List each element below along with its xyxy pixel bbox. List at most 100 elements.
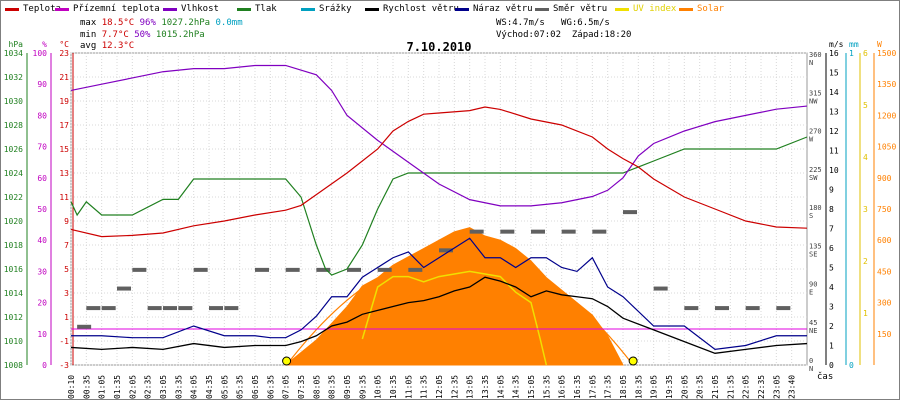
stats-avg-label: avg (80, 41, 97, 51)
wind-direction-mark (408, 267, 423, 272)
axis-hpa-tick: 1024 (4, 169, 23, 178)
legend-swatch (455, 7, 469, 11)
x-axis-label: čas (817, 371, 833, 382)
axis-pct-tick: 70 (37, 143, 47, 152)
legend-swatch (5, 7, 19, 11)
axis-degc-tick: 3 (64, 289, 69, 298)
stats-max-label: max (80, 18, 97, 28)
axis-pct-tick: 50 (37, 205, 47, 214)
series-temperature-line (70, 106, 808, 238)
x-tick-label: 23:05 (772, 375, 781, 399)
sunrise-marker (282, 356, 292, 366)
legend-swatch (301, 7, 315, 11)
axis-ms-tick: 5 (829, 264, 834, 273)
axis-ms-tick: 4 (829, 283, 834, 292)
chart-title: 7.10.2010 (406, 40, 471, 54)
legend-swatch (679, 7, 693, 11)
legend-label: Teplota (23, 4, 61, 14)
axis-ms-tick: 10 (829, 166, 839, 175)
axis-ms-tick: 0 (829, 361, 834, 370)
wind-direction-mark (377, 267, 392, 272)
dir-degree-label: 45 (809, 319, 817, 327)
x-tick-label: 23:40 (788, 375, 797, 399)
legend-label: Směr větru (553, 4, 608, 14)
x-tick-label: 00:10 (67, 375, 76, 399)
series-wind-gust-line (71, 237, 807, 351)
x-tick-label: 15:35 (542, 375, 551, 399)
x-tick-label: 19:05 (650, 375, 659, 399)
dir-degree-label: 360 (809, 51, 822, 59)
x-tick-label: 04:05 (190, 375, 199, 399)
axis-hpa-tick: 1016 (4, 265, 23, 274)
axis-hpa-tick: 1012 (4, 313, 23, 322)
axis-hpa-tick: 1022 (4, 193, 23, 202)
dir-compass-label: N (809, 365, 813, 373)
legend-item-8: UV index (615, 4, 676, 14)
stats-sun-row: Východ:07:02 Západ:18:20 (496, 30, 631, 40)
x-tick-label: 11:35 (420, 375, 429, 399)
legend-item-9: Solar (679, 4, 724, 14)
dir-degree-label: 315 (809, 89, 822, 97)
x-tick-label: 01:05 (98, 375, 107, 399)
stats-sunrise: Východ:07:02 (496, 30, 562, 40)
wind-direction-mark (132, 267, 147, 272)
wind-direction-mark (285, 267, 300, 272)
x-tick-label: 20:35 (696, 375, 705, 399)
axis-w-tick: 1350 (877, 80, 896, 89)
axis-degc-tick: 23 (59, 49, 69, 58)
x-tick-label: 15:05 (527, 375, 536, 399)
x-tick-label: 12:05 (435, 375, 444, 399)
axis-degc-tick: 11 (59, 193, 69, 202)
axis-mm-label: mm (849, 40, 859, 49)
legend-label: Vlhkost (181, 4, 219, 14)
series-uv-line (361, 270, 548, 366)
stats-min-label: min (80, 30, 97, 40)
axis-degc-tick: 17 (59, 121, 69, 130)
wind-direction-mark (77, 324, 92, 329)
stats-avg-temp: 12.3°C (101, 41, 135, 51)
axis-degc-tick: 19 (59, 97, 69, 106)
x-tick-label: 02:05 (128, 375, 137, 399)
wind-direction-mark (439, 248, 453, 253)
x-tick-label: 17:35 (604, 375, 613, 399)
stats-min-temp: 7.7°C (101, 30, 129, 40)
axis-hpa-tick: 1032 (4, 73, 23, 82)
axis-ms-tick: 6 (829, 244, 834, 253)
dir-degree-label: 0 (809, 357, 813, 365)
x-tick-label: 16:05 (558, 375, 567, 399)
legend-label: Tlak (255, 4, 277, 14)
x-tick-label: 21:05 (711, 375, 720, 399)
axis-ms-tick: 12 (829, 127, 839, 136)
legend-label: Přízemní teplota (73, 4, 160, 14)
axis-pct-tick: 100 (33, 49, 48, 58)
dir-compass-label: SE (809, 250, 817, 258)
axis-hpa-tick: 1020 (4, 217, 23, 226)
wind-direction-mark (715, 306, 729, 311)
stats-avg-row: avg 12.3°C (80, 41, 134, 51)
stats-max-humidity: 96% (139, 18, 156, 28)
x-tick-label: 06:35 (266, 375, 275, 399)
wind-direction-mark (209, 306, 223, 311)
x-tick-label: 16:35 (573, 375, 582, 399)
stats-rain: 0.0mm (215, 18, 243, 28)
stats-min-pressure: 1015.2hPa (155, 30, 205, 40)
axis-pct-tick: 0 (42, 361, 47, 370)
axis-degc-tick: -3 (59, 361, 69, 370)
x-tick-label: 18:05 (619, 375, 628, 399)
axis-degc-tick: 7 (64, 241, 69, 250)
legend-swatch (237, 7, 251, 11)
wind-direction-mark (316, 267, 331, 272)
axis-w-tick: 1050 (877, 143, 896, 152)
x-tick-label: 14:05 (496, 375, 505, 399)
x-tick-label: 19:35 (665, 375, 674, 399)
axis-pct-tick: 40 (37, 236, 47, 245)
axis-uv-tick: 1 (863, 309, 868, 318)
axis-hpa-tick: 1010 (4, 337, 23, 346)
axis-ms-label: m/s (829, 40, 844, 49)
legend-label: Solar (697, 4, 725, 14)
axis-pct-tick: 20 (37, 299, 47, 308)
x-tick-label: 03:05 (159, 375, 168, 399)
axis-degc-tick: 21 (59, 73, 69, 82)
x-tick-label: 10:35 (389, 375, 398, 399)
sunset-marker (628, 356, 638, 366)
